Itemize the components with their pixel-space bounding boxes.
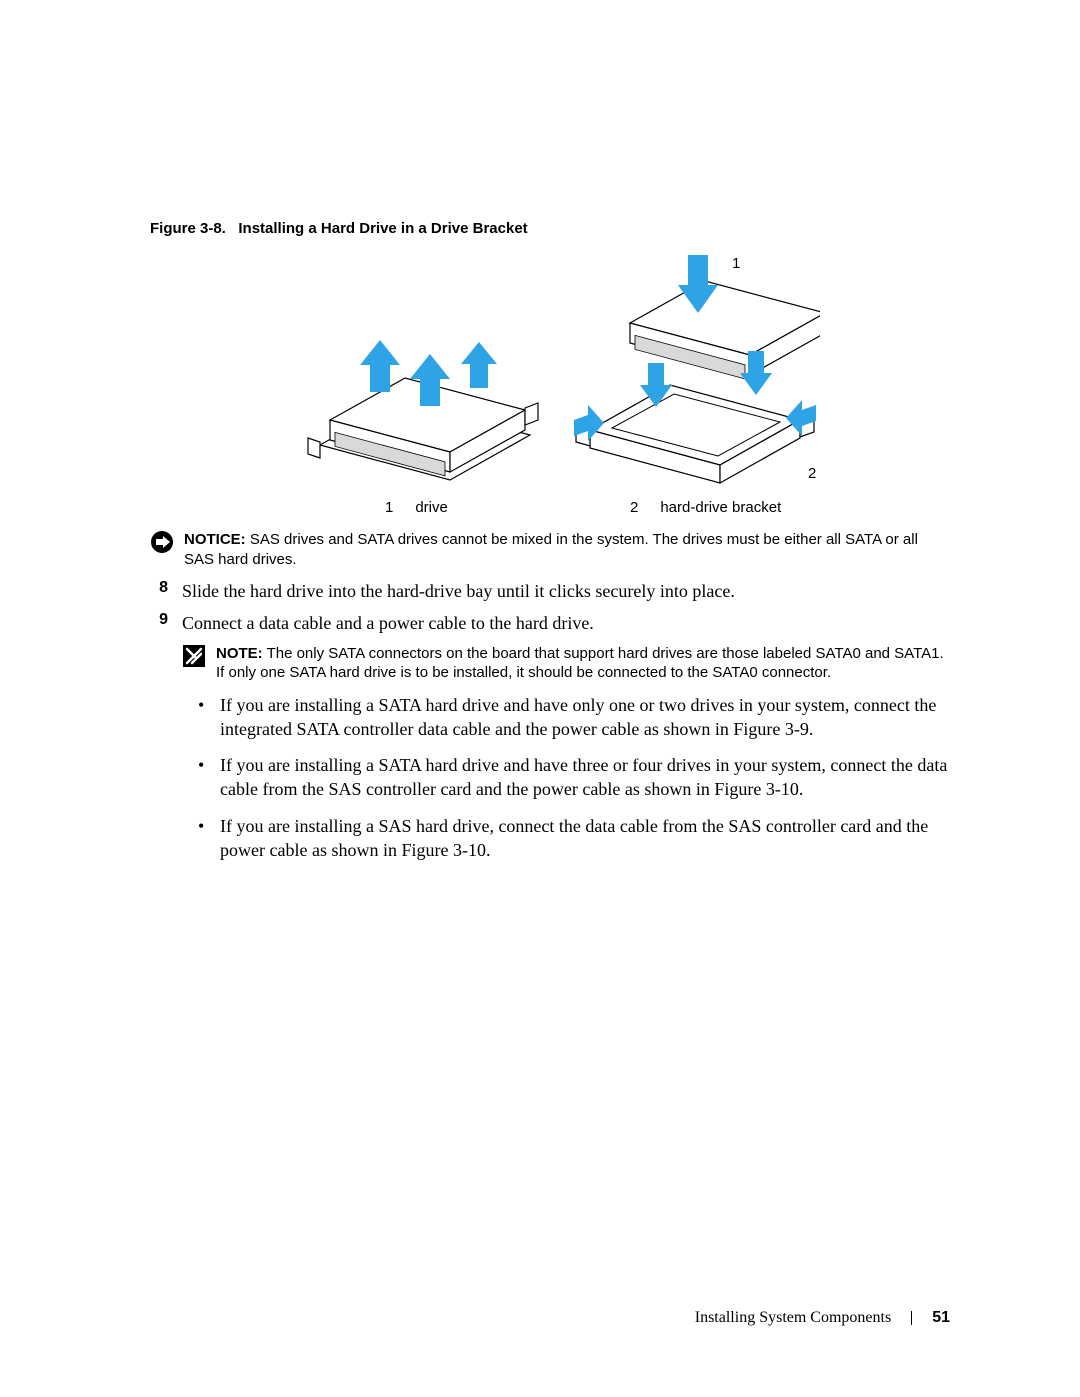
drive-bracket-diagram: [280, 255, 820, 485]
callout-2: 2: [808, 465, 816, 482]
notice-body: SAS drives and SATA drives cannot be mix…: [184, 531, 918, 568]
notice-block: NOTICE: SAS drives and SATA drives canno…: [150, 530, 950, 569]
step-9-num: 9: [150, 611, 168, 629]
bullet-2: If you are installing a SATA hard drive …: [198, 753, 950, 802]
step-9-text: Connect a data cable and a power cable t…: [182, 611, 950, 635]
legend-2-num: 2: [630, 499, 638, 516]
step-8-text: Slide the hard drive into the hard-drive…: [182, 579, 950, 603]
bullet-1: If you are installing a SATA hard drive …: [198, 693, 950, 742]
notice-text: NOTICE: SAS drives and SATA drives canno…: [184, 530, 950, 569]
notice-label: NOTICE:: [184, 531, 246, 548]
note-label: NOTE:: [216, 645, 263, 662]
step-8: 8 Slide the hard drive into the hard-dri…: [150, 579, 950, 603]
legend-1-label: drive: [415, 499, 448, 516]
manual-page: Figure 3-8. Installing a Hard Drive in a…: [150, 220, 950, 874]
callout-1: 1: [732, 255, 740, 272]
page-footer: Installing System Components 51: [0, 1309, 950, 1327]
notice-icon: [150, 530, 174, 554]
step-8-num: 8: [150, 579, 168, 597]
legend-1-num: 1: [385, 499, 393, 516]
note-text: NOTE: The only SATA connectors on the bo…: [216, 644, 950, 683]
figure-illustration: 1 2: [280, 255, 820, 485]
note-icon: [182, 644, 206, 668]
figure-title: Installing a Hard Drive in a Drive Brack…: [238, 220, 527, 237]
footer-page-number: 51: [932, 1309, 950, 1326]
legend-2-label: hard-drive bracket: [660, 499, 781, 516]
figure-number: Figure 3-8.: [150, 220, 226, 237]
figure-legend: 1 drive 2 hard-drive bracket: [270, 499, 830, 516]
note-block: NOTE: The only SATA connectors on the bo…: [182, 644, 950, 683]
bullet-3: If you are installing a SAS hard drive, …: [198, 814, 950, 863]
footer-section: Installing System Components: [695, 1309, 891, 1326]
note-body: The only SATA connectors on the board th…: [216, 645, 944, 682]
figure-caption: Figure 3-8. Installing a Hard Drive in a…: [150, 220, 950, 237]
bullet-list: If you are installing a SATA hard drive …: [198, 693, 950, 863]
footer-separator: [911, 1311, 912, 1325]
step-9: 9 Connect a data cable and a power cable…: [150, 611, 950, 635]
